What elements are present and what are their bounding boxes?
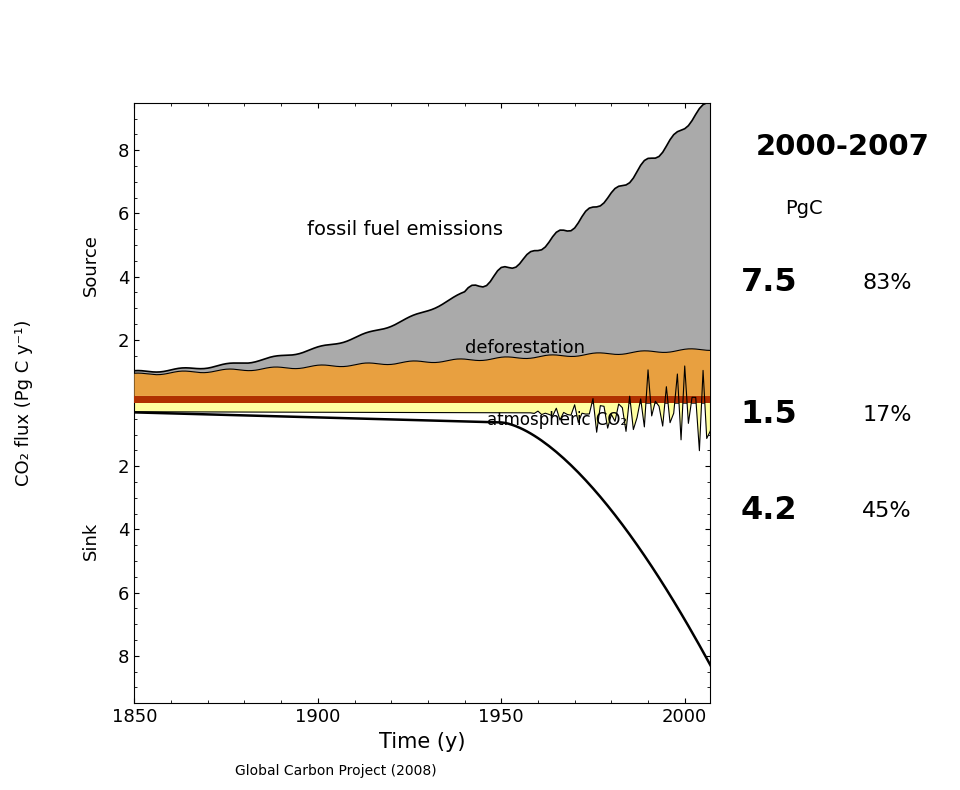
Text: 17%: 17% [862, 405, 912, 425]
Text: PgC: PgC [784, 199, 823, 218]
Text: Sink: Sink [83, 522, 100, 560]
Text: 45%: 45% [862, 501, 912, 521]
Text: 83%: 83% [862, 273, 912, 293]
Text: 7.5: 7.5 [741, 267, 797, 299]
Text: deforestation: deforestation [465, 339, 585, 356]
Text: Source: Source [83, 234, 100, 295]
Text: Global Carbon Project (2008): Global Carbon Project (2008) [235, 764, 437, 778]
Text: atmospheric CO₂: atmospheric CO₂ [487, 412, 627, 429]
Text: 1.5: 1.5 [741, 400, 798, 431]
Text: Human Perturbation of the Global Carbon Budget: Human Perturbation of the Global Carbon … [24, 18, 960, 53]
Text: CO₂ flux (Pg C y⁻¹): CO₂ flux (Pg C y⁻¹) [15, 320, 33, 486]
Text: 2000-2007: 2000-2007 [756, 133, 930, 160]
Text: fossil fuel emissions: fossil fuel emissions [307, 220, 503, 239]
X-axis label: Time (y): Time (y) [379, 732, 466, 751]
Text: 4.2: 4.2 [741, 495, 797, 526]
